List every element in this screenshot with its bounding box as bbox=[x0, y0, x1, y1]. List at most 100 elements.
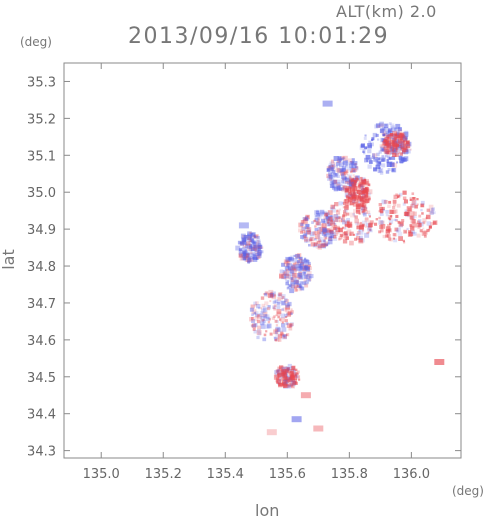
data-cell bbox=[384, 136, 390, 142]
data-cell bbox=[390, 215, 393, 217]
data-cell bbox=[343, 186, 347, 190]
data-cell bbox=[321, 228, 326, 233]
data-cell bbox=[341, 218, 345, 223]
data-cell bbox=[367, 231, 370, 234]
data-cell bbox=[324, 236, 328, 240]
data-cell bbox=[281, 327, 287, 332]
data-cell bbox=[295, 375, 301, 380]
data-cell bbox=[268, 318, 271, 321]
data-cell bbox=[426, 221, 431, 226]
data-cell bbox=[297, 265, 303, 271]
feature-cell bbox=[313, 425, 324, 432]
data-cell bbox=[409, 197, 414, 201]
data-cell bbox=[390, 145, 394, 148]
data-cell bbox=[330, 230, 334, 234]
data-cell bbox=[375, 123, 381, 128]
data-cell bbox=[354, 237, 358, 241]
data-cell bbox=[260, 315, 266, 321]
data-cell bbox=[263, 314, 268, 319]
y-tick-label: 34.3 bbox=[27, 445, 56, 460]
data-cell bbox=[333, 214, 338, 219]
data-cell bbox=[395, 152, 398, 155]
data-cell bbox=[294, 277, 297, 280]
data-cell bbox=[331, 208, 336, 213]
data-cell bbox=[240, 253, 244, 257]
data-cell bbox=[402, 190, 407, 195]
data-cell bbox=[323, 231, 326, 235]
data-cell bbox=[386, 145, 389, 149]
data-cell bbox=[395, 153, 399, 157]
data-cell bbox=[379, 220, 385, 226]
data-cell bbox=[414, 215, 417, 219]
data-cell bbox=[258, 244, 263, 250]
data-cell bbox=[327, 223, 331, 227]
data-cell bbox=[410, 210, 415, 216]
data-cell bbox=[342, 206, 345, 209]
data-cell bbox=[409, 224, 413, 227]
data-cell bbox=[358, 193, 362, 198]
data-cell bbox=[282, 373, 287, 378]
data-cell bbox=[368, 215, 371, 218]
data-cell bbox=[282, 366, 287, 371]
data-cell bbox=[355, 204, 361, 209]
data-cell bbox=[267, 320, 271, 324]
data-cell bbox=[281, 274, 287, 280]
data-cell bbox=[327, 210, 333, 216]
data-cell bbox=[395, 147, 398, 150]
data-cell bbox=[337, 156, 342, 160]
data-cell bbox=[314, 238, 317, 241]
data-cell bbox=[389, 216, 392, 219]
data-cell bbox=[323, 239, 326, 243]
data-cell bbox=[379, 169, 383, 173]
data-cell bbox=[251, 249, 254, 252]
data-cell bbox=[329, 183, 335, 188]
data-cell bbox=[342, 156, 346, 160]
data-cell bbox=[364, 210, 368, 214]
data-cell bbox=[290, 375, 295, 380]
data-cell bbox=[402, 196, 407, 200]
data-cell bbox=[247, 231, 252, 236]
data-cell bbox=[404, 148, 408, 153]
data-cell bbox=[289, 288, 295, 294]
data-cell bbox=[398, 222, 404, 227]
data-cell bbox=[373, 157, 378, 162]
data-cell bbox=[414, 204, 418, 209]
data-cell bbox=[379, 206, 383, 211]
data-cell bbox=[405, 137, 408, 141]
data-cell bbox=[347, 181, 350, 185]
data-cell bbox=[314, 215, 317, 218]
data-cell bbox=[289, 376, 293, 379]
data-cell bbox=[336, 186, 341, 191]
data-cell bbox=[287, 263, 292, 268]
data-cell bbox=[290, 369, 294, 372]
data-cell bbox=[385, 131, 389, 135]
data-cell bbox=[387, 214, 393, 220]
data-cell bbox=[398, 135, 401, 139]
data-cell bbox=[318, 227, 322, 230]
data-cell bbox=[350, 192, 355, 197]
data-cell bbox=[328, 219, 332, 222]
data-cell bbox=[364, 134, 367, 137]
data-cell bbox=[379, 209, 384, 213]
data-cell bbox=[342, 179, 347, 184]
data-cell bbox=[348, 158, 352, 163]
data-cell bbox=[381, 155, 385, 158]
data-cell bbox=[400, 135, 403, 139]
data-cell bbox=[335, 167, 341, 173]
data-cell bbox=[426, 214, 431, 220]
data-cell bbox=[301, 220, 307, 225]
data-cell bbox=[279, 274, 283, 278]
data-cell bbox=[280, 297, 283, 301]
data-cell bbox=[395, 148, 398, 151]
data-cell bbox=[402, 136, 408, 142]
data-cell bbox=[349, 233, 352, 236]
data-cell bbox=[329, 223, 333, 226]
data-cell bbox=[408, 207, 413, 213]
data-cell bbox=[346, 197, 350, 201]
data-cell bbox=[333, 232, 338, 236]
data-cell bbox=[356, 231, 361, 235]
data-cell bbox=[287, 384, 292, 389]
data-cell bbox=[352, 213, 355, 216]
data-cell bbox=[303, 281, 308, 286]
data-cell bbox=[284, 314, 288, 318]
